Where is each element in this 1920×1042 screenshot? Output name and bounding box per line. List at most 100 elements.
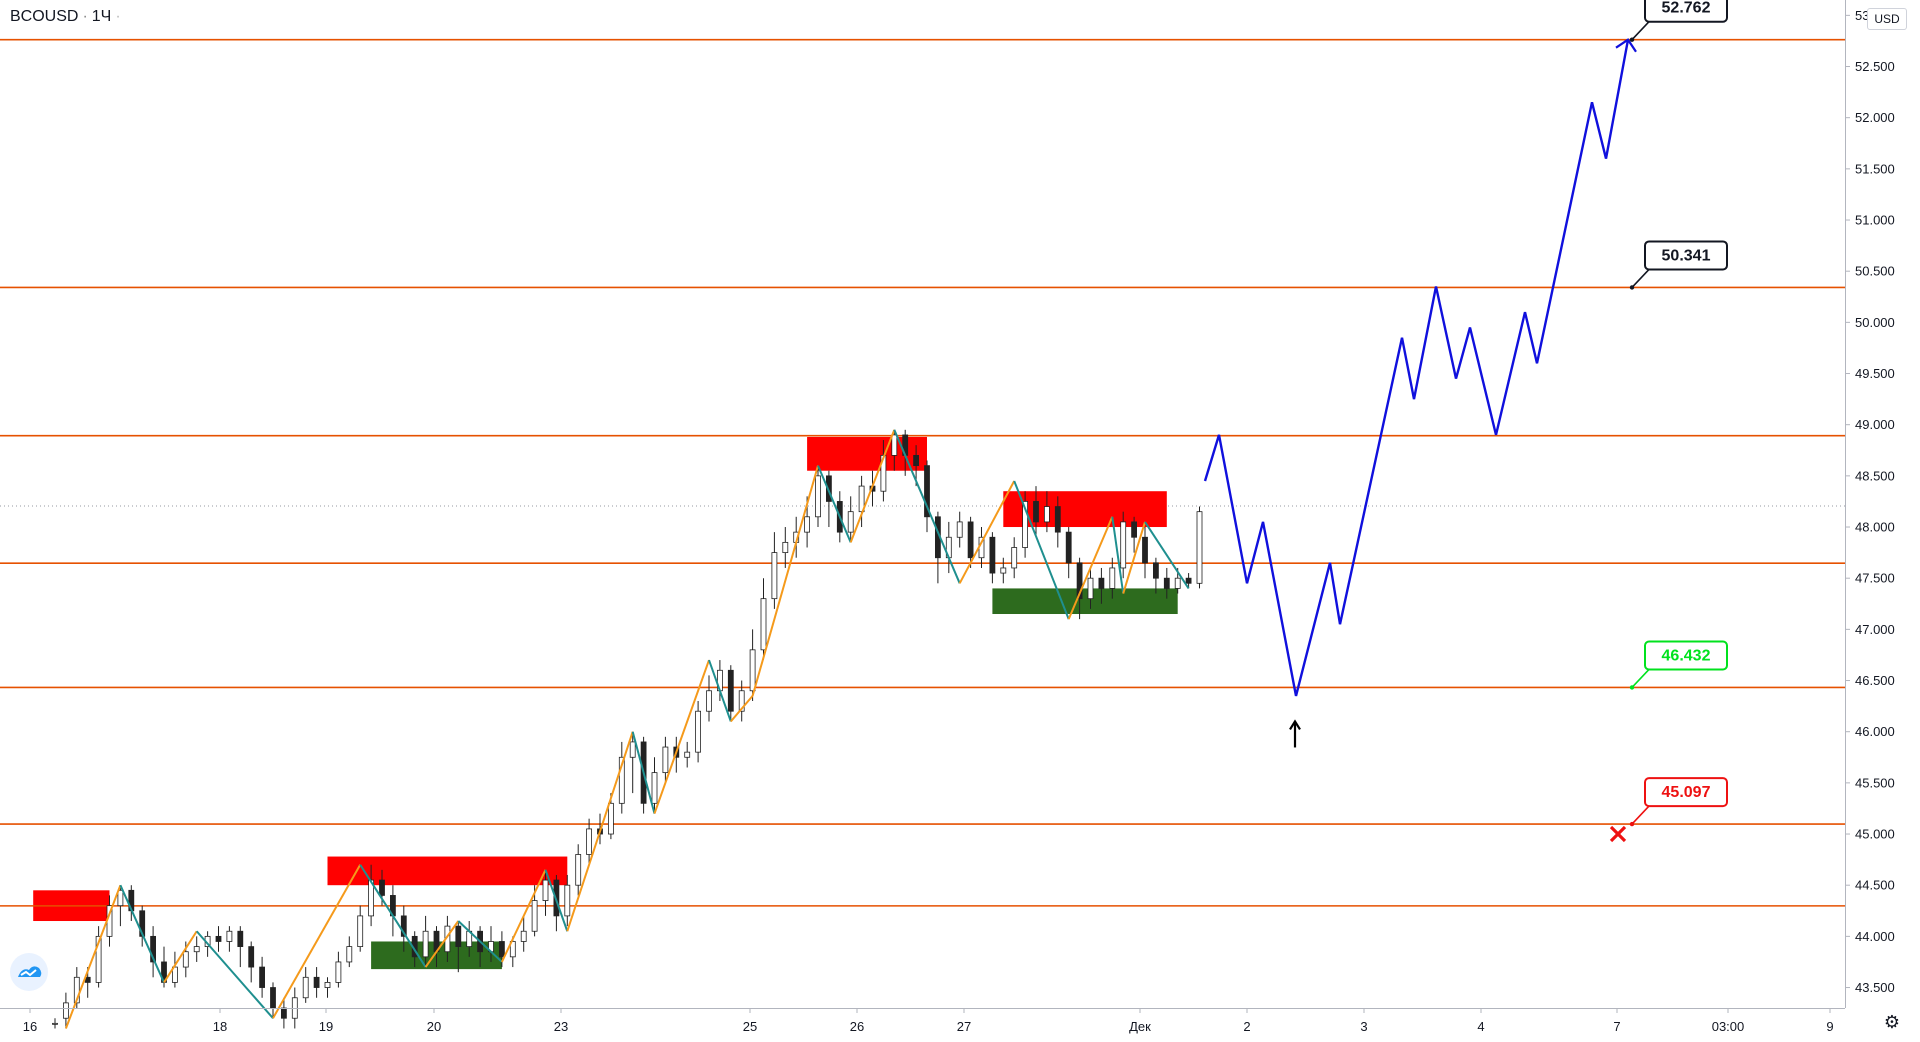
candle-body — [738, 690, 745, 712]
y-tick-label: 48.000 — [1855, 520, 1895, 535]
candle-body — [706, 690, 712, 712]
candle — [1142, 527, 1148, 579]
candle — [706, 675, 712, 722]
red-zone — [327, 856, 568, 886]
candle — [389, 885, 396, 937]
candle — [259, 956, 266, 998]
candle-body — [531, 900, 538, 932]
forecast-path — [1203, 38, 1637, 843]
candle — [826, 470, 832, 528]
candle-body — [1087, 577, 1094, 600]
x-tick-label: 2 — [1243, 1019, 1250, 1034]
candle — [738, 680, 745, 722]
candle-body — [847, 511, 854, 533]
candle — [760, 578, 767, 661]
candle — [1076, 557, 1083, 620]
candle-body — [400, 915, 407, 937]
candle — [815, 465, 821, 528]
forecast-line — [1203, 39, 1630, 697]
candle-body — [651, 772, 658, 804]
candle-body — [215, 935, 222, 942]
candle-body — [237, 930, 244, 947]
candle — [248, 941, 255, 983]
candle — [335, 951, 342, 988]
candle — [945, 521, 952, 574]
x-tick-label: Дек — [1129, 1019, 1151, 1034]
y-tick-label: 47.500 — [1855, 571, 1895, 586]
candle — [1120, 511, 1127, 579]
candle-body — [226, 930, 233, 942]
candle — [1185, 573, 1192, 589]
candle-body — [956, 521, 963, 538]
zigzag-up-segment — [64, 884, 122, 1029]
candle — [95, 926, 102, 988]
candle-body — [1196, 511, 1203, 584]
candle-body — [182, 951, 189, 968]
zigzag-up-segment — [424, 920, 460, 968]
callout-pointer — [1631, 668, 1663, 689]
x-mark-stroke — [1609, 825, 1627, 843]
candle — [782, 527, 789, 568]
candle — [564, 874, 571, 927]
x-tick-label: 19 — [319, 1019, 333, 1034]
zigzag-down-segment — [631, 731, 656, 814]
candle — [357, 905, 364, 952]
zigzag-down-segment — [195, 930, 274, 1019]
interval-label[interactable]: 1Ч — [91, 8, 112, 25]
candle-body — [302, 976, 309, 999]
callout-anchor — [1629, 285, 1635, 290]
zigzag-down-segment — [544, 869, 569, 932]
candle — [1163, 567, 1170, 599]
tradingview-logo-icon[interactable] — [10, 953, 48, 991]
zigzag-up-segment — [849, 429, 896, 543]
symbol-header[interactable]: BCOUSD · 1Ч · — [10, 8, 121, 25]
candle — [302, 967, 309, 1003]
candle-body — [608, 802, 614, 835]
candle — [1033, 486, 1039, 538]
y-tick-label: 50.500 — [1855, 264, 1895, 279]
candle-body — [1120, 521, 1127, 569]
symbol-name: BCOUSD — [10, 8, 79, 25]
candle — [1011, 537, 1018, 579]
zigzag-down-segment — [457, 920, 503, 963]
y-tick-label: 47.000 — [1855, 622, 1895, 637]
candle-body — [1109, 567, 1116, 589]
candle — [989, 532, 996, 584]
gear-icon[interactable]: ⚙ — [1883, 1012, 1901, 1032]
candle-body — [989, 536, 996, 574]
horizontal-levels: 52.76250.34148.89347.64746.43245.09744.2… — [0, 30, 1917, 915]
candle — [1153, 557, 1159, 594]
candle — [618, 741, 625, 814]
candle-body — [629, 741, 636, 758]
x-tick-label: 20 — [427, 1019, 441, 1034]
candle-body — [924, 465, 930, 518]
x-tick-label: 26 — [850, 1019, 864, 1034]
y-tick-label: 46.500 — [1855, 673, 1895, 688]
x-mark-icon — [1609, 825, 1627, 843]
candle — [150, 926, 157, 978]
candle-body — [1033, 501, 1039, 523]
candle-body — [1153, 562, 1159, 579]
candle — [542, 869, 549, 916]
candle — [586, 818, 592, 865]
candle-body — [379, 879, 385, 896]
candle-body — [335, 961, 342, 983]
candle — [662, 736, 669, 783]
x-tick-label: 16 — [23, 1019, 37, 1034]
currency-button[interactable]: USD — [1867, 8, 1907, 30]
candle-body — [1054, 506, 1061, 533]
candle — [63, 992, 69, 1029]
candle-body — [498, 941, 505, 958]
y-tick-label: 46.000 — [1855, 724, 1895, 739]
candle — [727, 665, 734, 722]
candle-body — [913, 454, 919, 467]
candle-body — [662, 746, 669, 774]
candle-body — [193, 946, 200, 953]
x-tick-label: 7 — [1613, 1019, 1620, 1034]
callout-pointer — [1631, 20, 1663, 41]
candle — [117, 885, 124, 927]
candle-body — [618, 756, 625, 804]
zigzag-down-segment — [119, 884, 165, 983]
